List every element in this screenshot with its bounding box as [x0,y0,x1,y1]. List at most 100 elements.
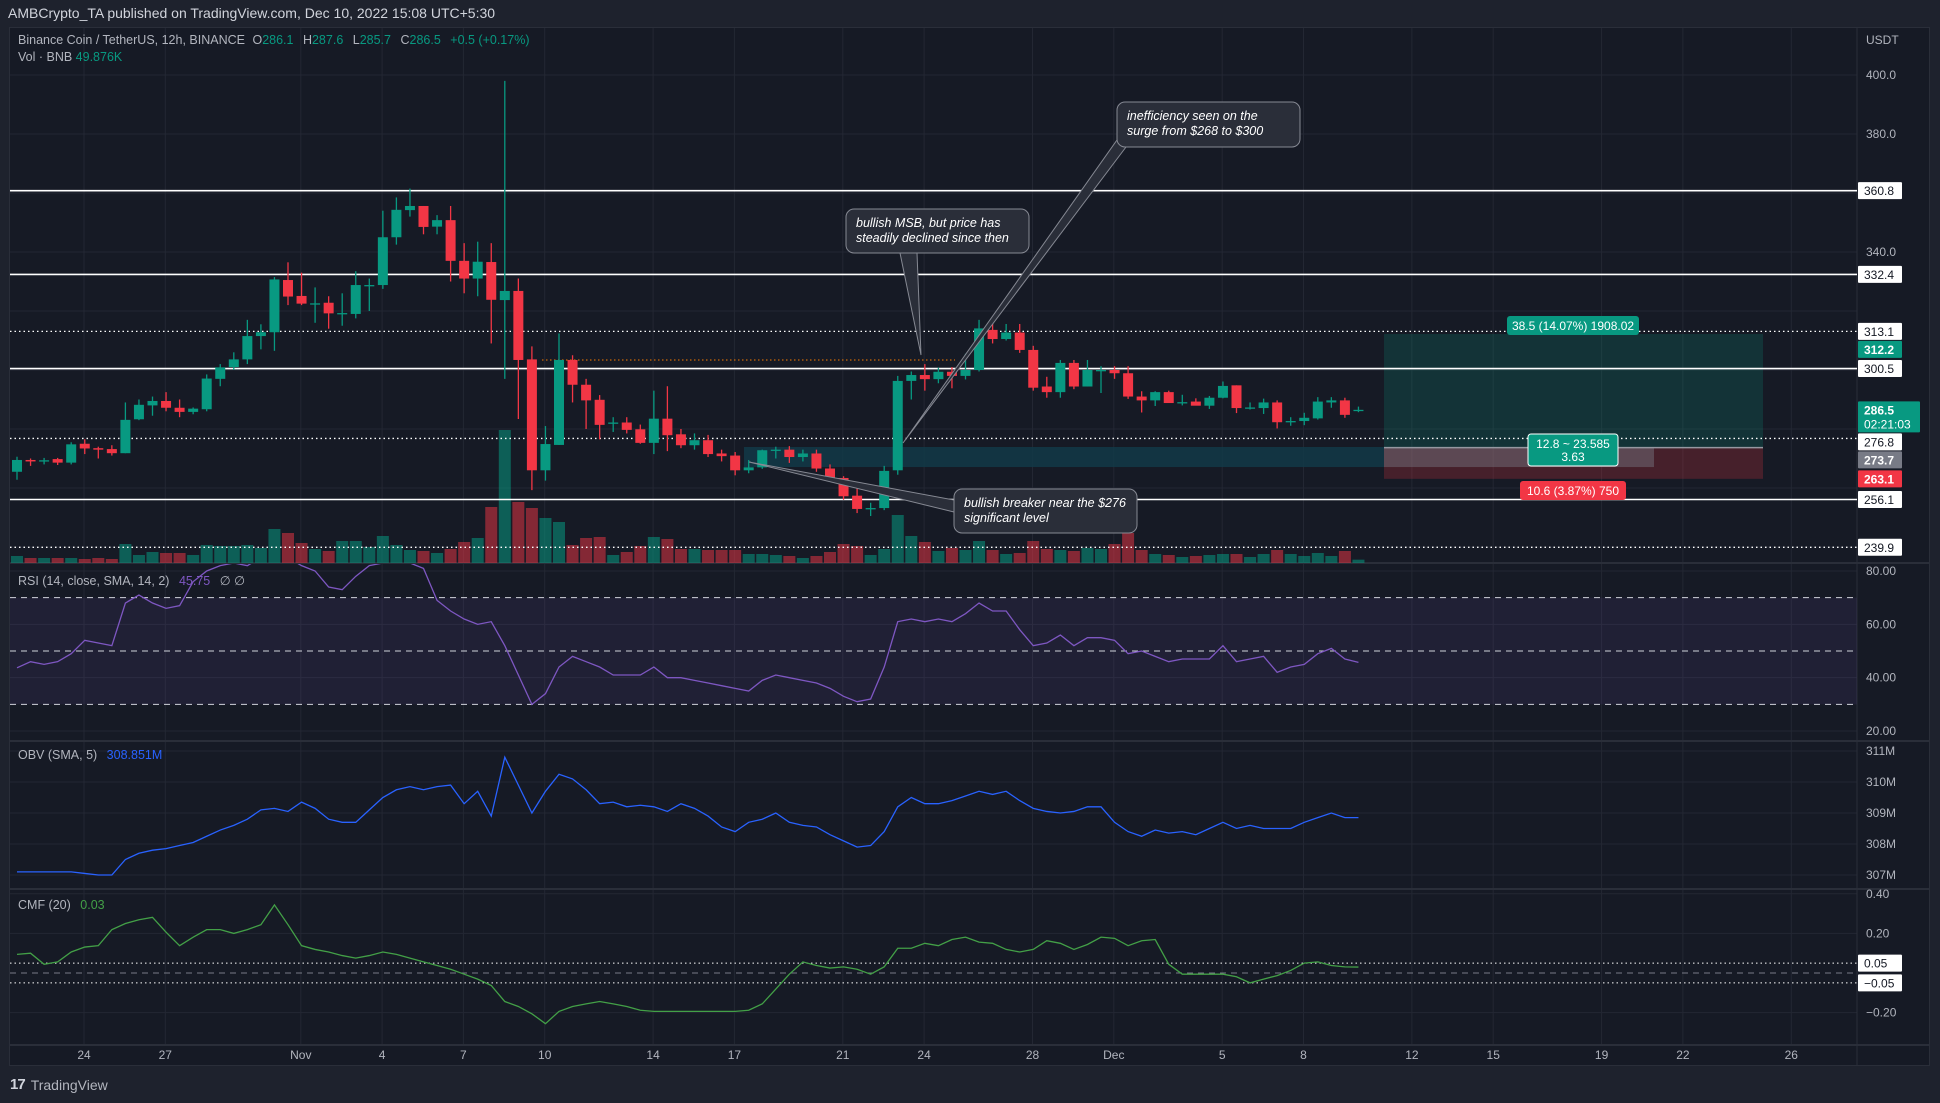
time-tick-label: 12 [1405,1048,1419,1062]
candle-body [797,453,808,458]
volume-bar [796,558,809,563]
volume-bar [1257,554,1270,563]
price-badge-bg [1858,451,1902,469]
candle-body [730,455,741,471]
time-tick-label: 14 [646,1048,660,1062]
candle-body [188,408,199,412]
high-label: H [302,33,312,47]
volume-bar [282,533,294,563]
candle-body [459,260,470,279]
volume-bar [824,552,836,563]
cmf-level-badge-bg [1858,954,1902,972]
volume-bar [1027,541,1040,563]
open-label: O [252,33,263,47]
candle-body [445,220,456,261]
volume-bar [769,555,782,563]
level-price-badge: 360.8 [1864,184,1894,198]
volume-bar [715,550,728,563]
volume-bar [1095,549,1107,563]
rsi-label[interactable]: RSI (14, close, SMA, 14, 2) [18,574,170,588]
level-price-badge: 313.1 [1864,325,1894,339]
time-tick-label: 10 [538,1048,552,1062]
candle-body [472,261,483,279]
cmf-legend: CMF (20) 0.03 [18,898,105,912]
candle-body [933,371,944,380]
price-tick-label: 380.0 [1866,127,1896,141]
level-price-badge-bg [1858,360,1902,378]
candle-body [987,329,998,340]
level-price-badge: 276.8 [1864,435,1894,449]
volume-bar [905,536,918,563]
candle-body [865,508,876,510]
cmf-value: 0.03 [80,898,105,912]
symbol-name[interactable]: Binance Coin / TetherUS, 12h, BINANCE [18,33,245,47]
volume-bar [932,551,945,563]
volume-bar [973,541,986,563]
time-tick-label: 8 [1300,1048,1307,1062]
volume-bar [105,559,118,563]
inefficiency-callout-box [1116,101,1301,148]
candle-body [1096,370,1106,372]
candle-body [337,313,348,315]
volume-bar [945,548,958,563]
candle-body [499,290,510,301]
volume-bar [729,550,742,563]
volume-bar [661,539,674,563]
rsi-tick-label: 80.00 [1866,564,1896,578]
obv-label[interactable]: OBV (SMA, 5) [18,748,98,762]
time-tick-label: 26 [1785,1048,1799,1062]
volume-bar [851,546,864,563]
candle-body [133,404,144,420]
candle-body [79,443,90,449]
volume-bar [444,549,457,563]
candle-body [106,449,117,454]
volume-bar [322,551,335,563]
currency-label: USDT [1866,33,1899,47]
cmf-level-badge-bg [1858,974,1902,992]
volume-bar [295,543,308,563]
candle-body [1150,392,1161,401]
candle-body [12,459,22,472]
volume-bar [38,558,51,563]
volume-bar [200,545,213,563]
rsi-legend: RSI (14, close, SMA, 14, 2) 45.75 ∅ ∅ [18,573,245,588]
brand-name[interactable]: TradingView [30,1076,108,1093]
candle-body [838,477,849,497]
candle-body [269,279,280,333]
candle-body [39,460,50,462]
volume-bar [1311,553,1324,563]
candle-body [404,205,415,211]
time-tick-label: 19 [1595,1048,1609,1062]
candle-body [1136,396,1147,401]
candle-body [919,375,930,380]
close-value: 286.5 [409,33,441,47]
volume-bar [1108,544,1121,563]
msb-callout-text-line1: bullish MSB, but price has [856,216,1001,230]
candle-body [852,495,863,509]
candle-body [703,440,714,455]
level-price-badge-bg [1858,538,1902,556]
volume-bar [431,553,444,563]
rsi-tick-label: 60.00 [1866,617,1896,631]
inefficiency-callout-pointer [902,139,1127,444]
candle-body [1028,349,1039,388]
volume-bar [553,522,565,563]
rsi-tick-label: 20.00 [1866,724,1896,738]
candle-body [1285,421,1296,423]
cmf-label[interactable]: CMF (20) [18,898,71,912]
volume-bar [688,549,701,563]
time-tick-label: 21 [836,1048,850,1062]
breaker-callout-text-line1: bullish breaker near the $276 [964,496,1126,510]
volume-bar [132,555,145,563]
volume-bar [1298,556,1311,563]
volume-label[interactable]: Vol · BNB [18,50,73,64]
candle-body [228,359,239,368]
candle-body [323,302,334,314]
candle-body [513,290,524,360]
candle-body [689,440,700,446]
obv-legend: OBV (SMA, 5) 308.851M [18,748,162,762]
candle-body [1190,401,1201,406]
candle-body [1272,402,1283,423]
volume-bar [634,546,647,563]
